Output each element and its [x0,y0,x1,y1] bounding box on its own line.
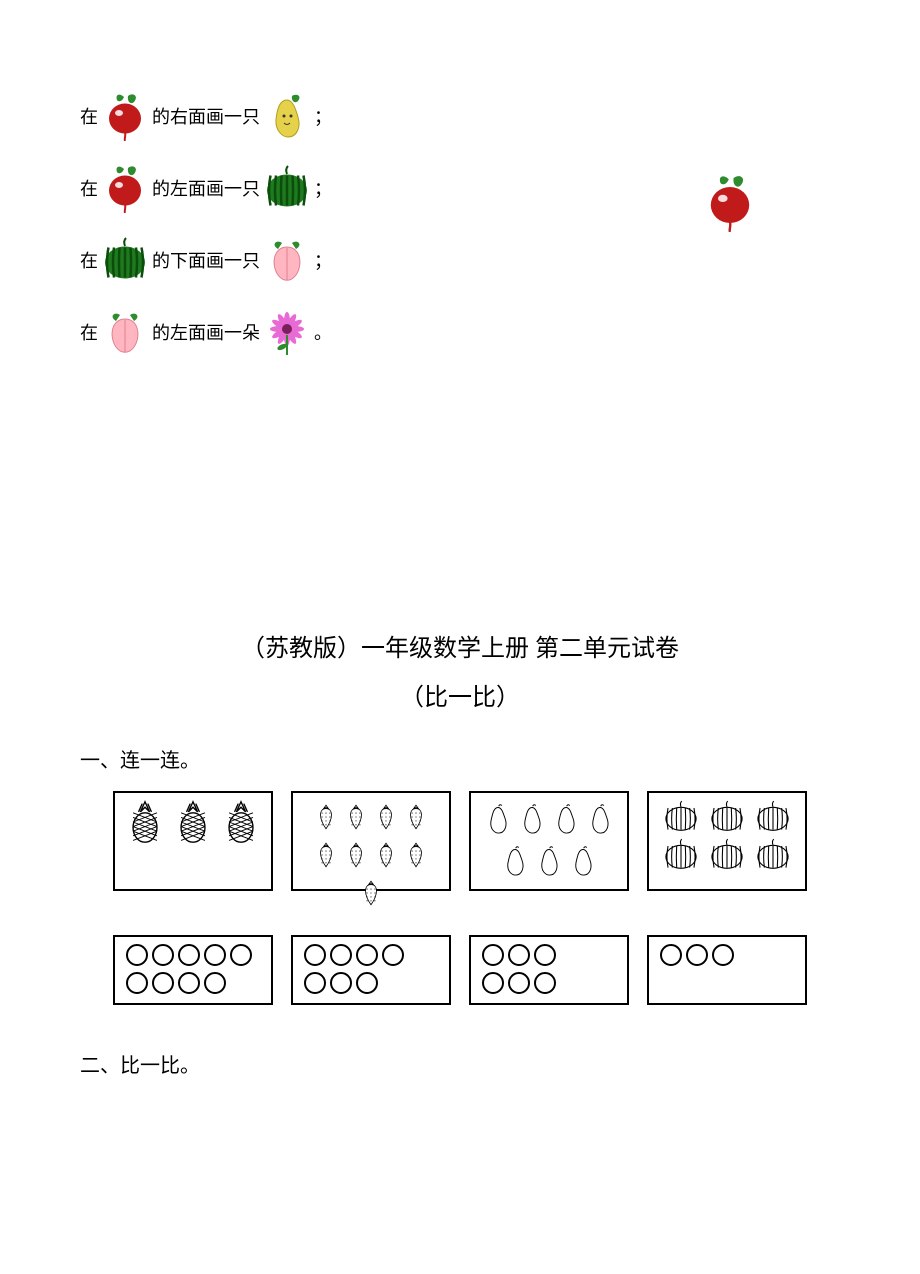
match-box-pineapple [113,791,273,891]
melon_bw-icon [751,837,795,873]
instruction-text: 在 [80,175,98,201]
count-circle [330,944,352,966]
pear_bw-icon [516,799,548,839]
match-box-melon [647,791,807,891]
instruction-text: 。 [314,319,332,345]
watermelon-icon [260,161,314,215]
melon_bw-icon [659,837,703,873]
count-circle [126,972,148,994]
pear_bw-icon [533,841,565,881]
count-circle [534,972,556,994]
pineapple-icon [218,799,264,845]
title-sub: （比一比） [80,677,840,712]
count-circle [356,944,378,966]
instruction-row: 在 的下面画一只 ； [80,224,840,296]
count-circle [356,972,378,994]
count-circle [204,972,226,994]
count-circle [508,944,530,966]
count-circle [508,972,530,994]
melon_bw-icon [705,837,749,873]
instruction-row: 在 的右面画一只 ； [80,80,840,152]
strawberry-icon [357,875,385,911]
circle-box [113,935,273,1005]
circle-box [469,935,629,1005]
match-box-strawberry [291,791,451,891]
circle-box [647,935,807,1005]
count-circle [382,944,404,966]
count-circle [304,944,326,966]
instruction-text: ； [314,175,332,201]
flower-icon [260,305,314,359]
count-circle [330,972,352,994]
count-circle [152,972,174,994]
radish-icon [700,172,760,232]
count-circle [534,944,556,966]
count-circle [178,972,200,994]
peach-icon [98,305,152,359]
match-top-row [80,791,840,891]
pear-icon [260,89,314,143]
count-circle [482,972,504,994]
pear_bw-icon [550,799,582,839]
pear_bw-icon [499,841,531,881]
count-circle [712,944,734,966]
watermelon-icon [98,233,152,287]
instruction-text: 在 [80,319,98,345]
instruction-text: ； [314,247,332,273]
section-heading: 一、连一连。 [80,744,840,773]
strawberry-icon [312,799,340,835]
pineapple-icon [122,799,168,845]
count-circle [178,944,200,966]
pear_bw-icon [567,841,599,881]
section-heading: 二、比一比。 [80,1049,840,1078]
instruction-text: 在 [80,103,98,129]
instruction-row: 在 的左面画一朵 。 [80,296,840,368]
pineapple-icon [170,799,216,845]
worksheet-page: 在 的右面画一只 ； 在 的左面画一只 ； 在 的下面画一只 ； 在 的左面画一… [0,0,920,1156]
strawberry-icon [402,837,430,873]
count-circle [152,944,174,966]
instruction-text: 的左面画一只 [152,175,260,201]
count-circle [482,944,504,966]
melon_bw-icon [705,799,749,835]
count-circle [304,972,326,994]
strawberry-icon [372,837,400,873]
strawberry-icon [372,799,400,835]
instruction-text: ； [314,103,332,129]
instruction-text: 在 [80,247,98,273]
strawberry-icon [342,837,370,873]
circle-box [291,935,451,1005]
title-main: （苏教版）一年级数学上册 第二单元试卷 [80,628,840,663]
radish-icon [98,161,152,215]
melon_bw-icon [659,799,703,835]
strawberry-icon [402,799,430,835]
count-circle [230,944,252,966]
count-circle [686,944,708,966]
strawberry-icon [342,799,370,835]
count-circle [126,944,148,966]
radish-icon [98,89,152,143]
melon_bw-icon [751,799,795,835]
instruction-text: 的左面画一朵 [152,319,260,345]
instruction-text: 的下面画一只 [152,247,260,273]
pear_bw-icon [584,799,616,839]
strawberry-icon [312,837,340,873]
match-box-pear [469,791,629,891]
match-bottom-row [80,935,840,1005]
count-circle [660,944,682,966]
peach-icon [260,233,314,287]
count-circle [204,944,226,966]
instruction-text: 的右面画一只 [152,103,260,129]
worksheet-title: （苏教版）一年级数学上册 第二单元试卷 （比一比） [80,628,840,712]
pear_bw-icon [482,799,514,839]
